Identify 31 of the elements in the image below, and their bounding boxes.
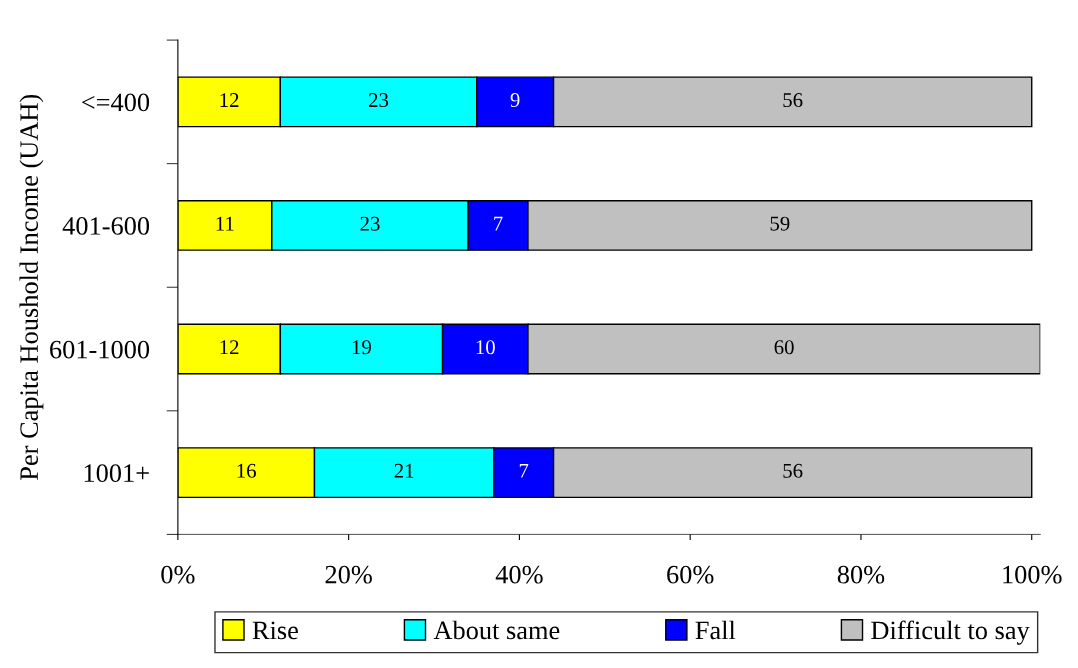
data-label: 56 (783, 93, 803, 108)
legend-label: Rise (252, 621, 298, 640)
data-label: 12 (220, 93, 239, 107)
legend-label: About same (433, 620, 560, 640)
x-tick-label: 0% (161, 565, 195, 584)
data-label: 59 (770, 216, 790, 231)
data-label: 23 (369, 93, 389, 108)
data-label: 60 (774, 340, 794, 355)
x-tick-label: 80% (837, 565, 885, 584)
legend-label: Fall (695, 620, 736, 640)
x-tick-label: 100% (1003, 565, 1062, 584)
data-label: 16 (237, 463, 256, 478)
data-label: 19 (352, 340, 372, 355)
y-tick-label: 401-600 (62, 217, 150, 235)
data-label: 23 (360, 216, 380, 231)
y-axis-title: Per Capita Houshold Income (UAH) (19, 94, 44, 480)
y-tick-label: <=400 (82, 93, 150, 112)
data-label: 12 (220, 340, 239, 355)
data-label: 10 (476, 340, 495, 355)
x-tick-label: 60% (667, 565, 714, 584)
data-label: 21 (394, 463, 414, 478)
data-label: 7 (494, 216, 503, 231)
x-tick-label: 40% (495, 565, 543, 584)
x-tick-label: 20% (325, 565, 372, 584)
data-label: 56 (783, 463, 803, 478)
y-tick-label: 601-1000 (50, 340, 150, 359)
data-label: 9 (510, 93, 520, 108)
y-tick-label: 1001+ (84, 464, 149, 483)
data-label: 11 (216, 216, 234, 231)
legend-label: Difficult to say (871, 620, 1030, 645)
data-label: 7 (519, 463, 529, 478)
